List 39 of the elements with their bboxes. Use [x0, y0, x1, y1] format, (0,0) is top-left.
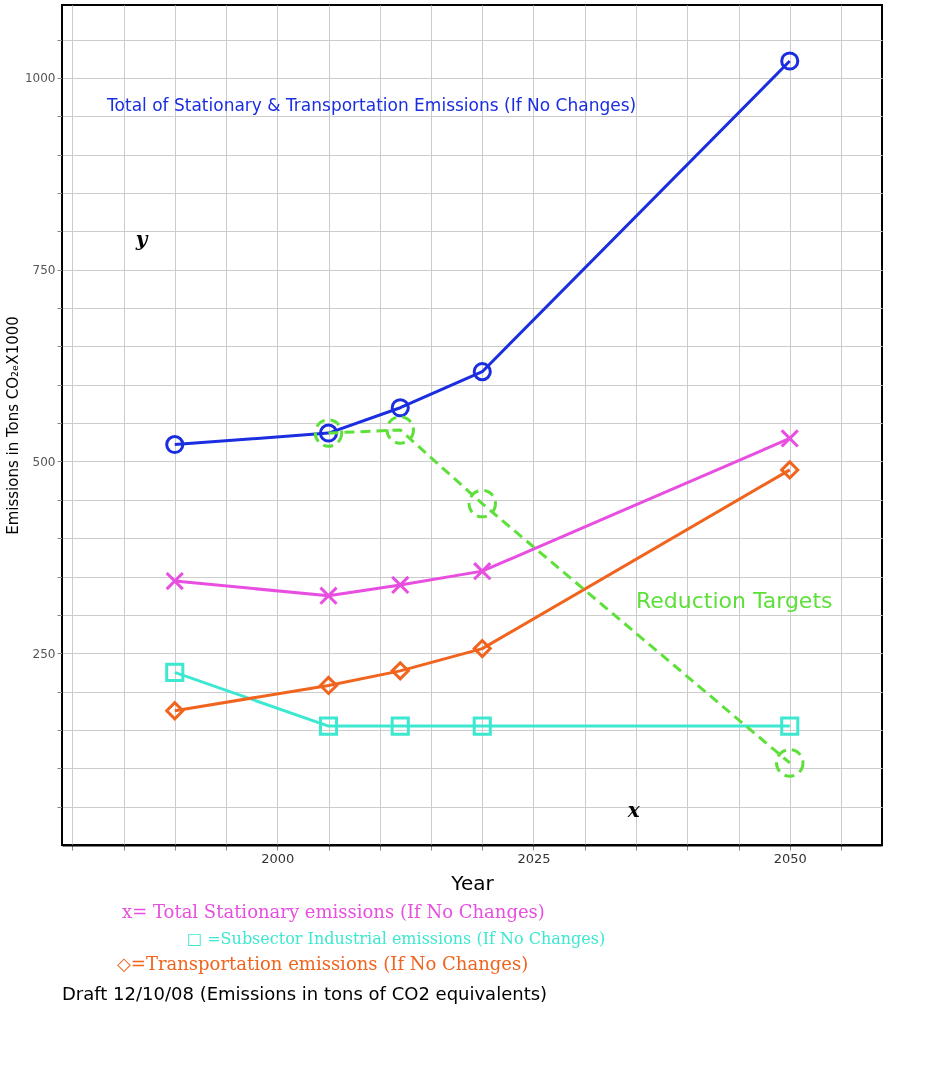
x-axis-title: Year — [450, 870, 495, 895]
text: x= Total Stationary emissions (If No Changes) — [122, 901, 545, 922]
annotation: x — [626, 798, 641, 823]
point — [165, 662, 185, 682]
y-axis-title: Emissions in Tons CO₂ₑX1000 — [3, 316, 22, 535]
point — [385, 415, 415, 445]
x-tick-label: 2025 — [517, 850, 551, 866]
point — [780, 716, 800, 736]
y-tick-label: 1000 — [24, 71, 56, 86]
text: Total of Stationary & Transportation Emissions (If No Changes) — [106, 94, 637, 115]
point — [390, 398, 410, 418]
point — [472, 561, 492, 581]
point — [318, 716, 339, 736]
point — [472, 716, 492, 736]
y-tick-label: 250 — [32, 646, 56, 661]
point — [390, 575, 410, 595]
text: ◇=Transportation emissions (If No Changes) — [117, 953, 529, 974]
text: Draft 12/10/08 (Emissions in tons of CO2 equivalents) — [62, 983, 548, 1004]
point — [390, 661, 410, 681]
point — [318, 586, 339, 606]
point — [472, 362, 492, 382]
point — [390, 716, 410, 736]
point — [780, 51, 800, 71]
point — [775, 748, 805, 778]
point — [467, 488, 497, 519]
x-tick-label: 2000 — [261, 850, 295, 866]
y-tick-label: 750 — [32, 263, 56, 278]
point — [472, 639, 492, 659]
point — [780, 428, 800, 448]
y-tick-label: 500 — [32, 454, 56, 469]
x-tick-label: 2050 — [773, 850, 807, 866]
point — [165, 435, 185, 455]
annotation: y — [134, 227, 149, 252]
point — [780, 460, 800, 480]
point — [165, 701, 185, 721]
point — [165, 571, 185, 591]
series-label: Reduction Targets — [636, 588, 833, 614]
point — [318, 675, 339, 695]
text: □ =Subsector Industrial emissions (If No Changes) — [187, 929, 606, 948]
